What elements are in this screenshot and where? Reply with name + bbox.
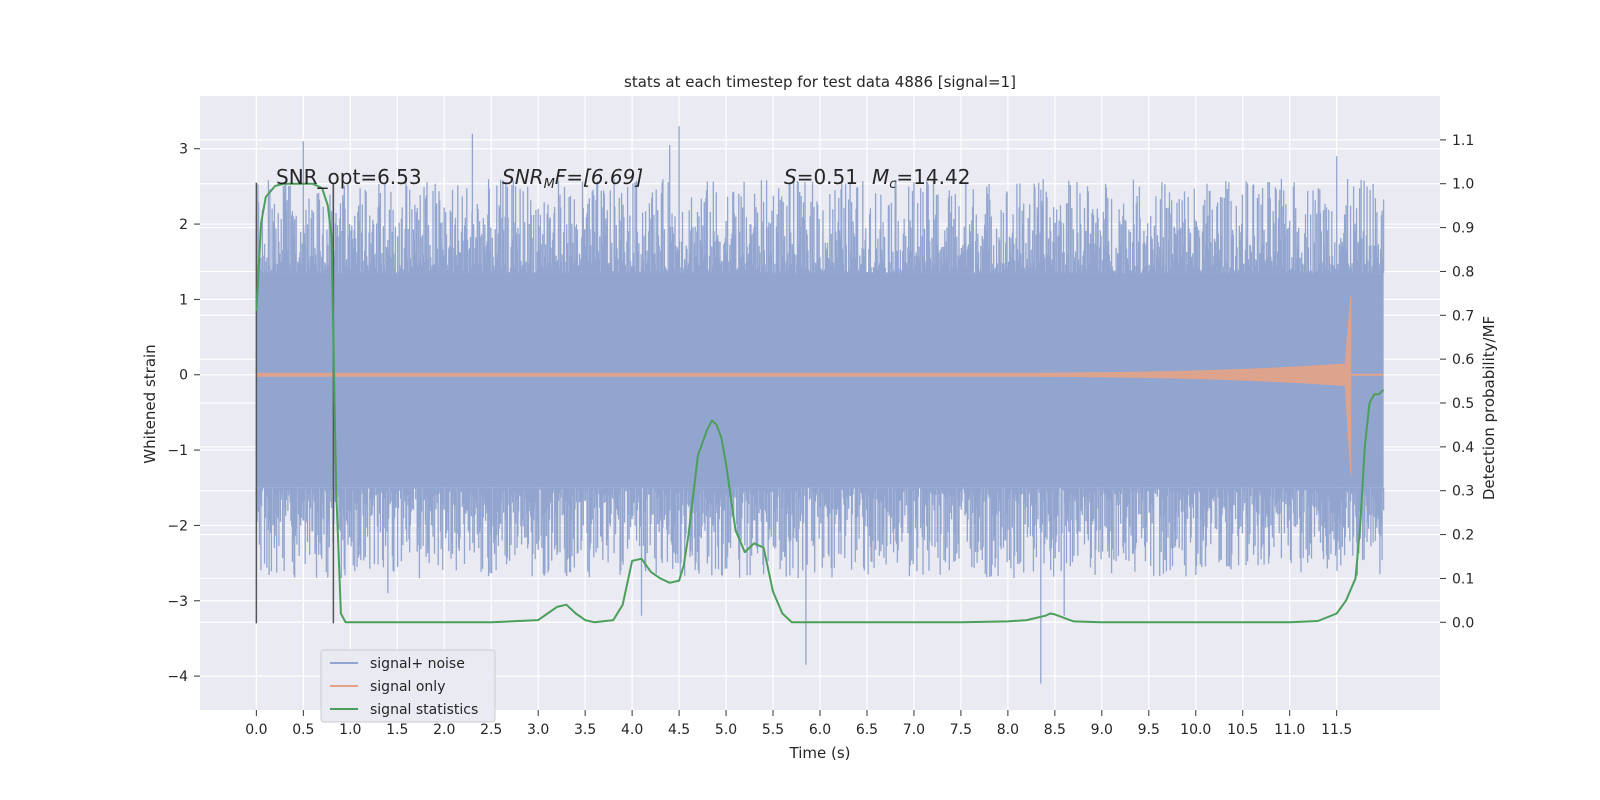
y-right-tick-label: 0.3: [1452, 484, 1474, 500]
y-tick-label: −2: [167, 518, 188, 534]
y-right-tick-label: 1.0: [1452, 177, 1474, 193]
signal-chirp: [255, 295, 1352, 477]
legend-label-signal-statistics: signal statistics: [370, 702, 478, 718]
signal-statistics-line: [255, 182, 1385, 624]
y-tick-label: 2: [179, 217, 188, 233]
x-tick-label: 8.0: [997, 722, 1019, 738]
y-right-tick-label: 0.4: [1452, 440, 1474, 456]
x-tick-label: 7.0: [903, 722, 925, 738]
y-right-tick-label: 0.0: [1452, 615, 1474, 631]
y-axis-ticks: 3 2 1 0 −1 −2 −3 −4: [167, 142, 200, 685]
y-tick-label: 1: [179, 292, 188, 308]
x-axis-label: Time (s): [789, 744, 851, 762]
signal-plus-noise-series: [255, 126, 1385, 684]
window-markers: [255, 182, 335, 624]
x-tick-label: 6.5: [856, 722, 878, 738]
annotation-s-mc: S=0.51 Mc=14.42: [784, 165, 970, 192]
x-tick-label: 9.0: [1091, 722, 1113, 738]
legend-box: [320, 649, 496, 723]
y-tick-label: 0: [179, 368, 188, 384]
x-tick-label: 2.0: [433, 722, 455, 738]
legend: signal+ noise signal only signal statist…: [320, 649, 496, 723]
annotation-snr-opt: SNR_opt=6.53: [276, 165, 422, 189]
signal-only-series: [255, 295, 1384, 477]
x-tick-label: 11.5: [1321, 722, 1352, 738]
annotation-snr-mf: SNRMF=[6.69]: [502, 165, 643, 192]
legend-label-signal-only: signal only: [370, 679, 445, 695]
x-tick-label: 9.5: [1138, 722, 1160, 738]
x-tick-label: 1.0: [339, 722, 361, 738]
y-tick-label: −1: [167, 443, 188, 459]
y-axis-right-ticks: 1.1 1.0 0.9 0.8 0.7 0.6 0.5 0.4 0.3 0.2 0.1 0.0: [1440, 133, 1474, 631]
x-axis-ticks: 0.0 0.5 1.0 1.5 2.0 2.5 3.0 3.5 4.0 4.5 5.0 5.5 6.0 6…: [245, 710, 1352, 738]
y-right-tick-label: 0.5: [1452, 396, 1474, 412]
x-tick-label: 4.0: [621, 722, 643, 738]
x-tick-label: 11.0: [1274, 722, 1305, 738]
x-tick-label: 1.5: [386, 722, 408, 738]
x-tick-label: 8.5: [1044, 722, 1066, 738]
y-right-tick-label: 0.7: [1452, 308, 1474, 324]
x-tick-label: 10.0: [1180, 722, 1211, 738]
y-right-tick-label: 0.8: [1452, 264, 1474, 280]
noise-core-band: [256, 273, 1384, 488]
y-tick-label: −3: [167, 594, 188, 610]
y-right-tick-label: 0.1: [1452, 571, 1474, 587]
x-tick-label: 2.5: [480, 722, 502, 738]
y-axis-label: Whitened strain: [141, 344, 159, 463]
y-right-tick-label: 0.2: [1452, 528, 1474, 544]
x-tick-label: 10.5: [1227, 722, 1258, 738]
x-tick-label: 5.0: [715, 722, 737, 738]
x-tick-label: 0.5: [292, 722, 314, 738]
x-tick-label: 7.5: [950, 722, 972, 738]
y-right-tick-label: 1.1: [1452, 133, 1474, 149]
x-tick-label: 5.5: [762, 722, 784, 738]
chart-title: stats at each timestep for test data 488…: [624, 73, 1016, 91]
x-tick-label: 3.0: [527, 722, 549, 738]
signal-statistics-series: [255, 182, 1385, 624]
x-tick-label: 4.5: [668, 722, 690, 738]
y-axis-right-label: Detection probability/MF: [1480, 316, 1498, 500]
legend-label-signal-plus-noise: signal+ noise: [370, 656, 465, 672]
y-tick-label: −4: [167, 669, 188, 685]
x-tick-label: 0.0: [245, 722, 267, 738]
x-tick-label: 3.5: [574, 722, 596, 738]
y-right-tick-label: 0.9: [1452, 221, 1474, 237]
x-tick-label: 6.0: [809, 722, 831, 738]
y-tick-label: 3: [179, 142, 188, 158]
y-right-tick-label: 0.6: [1452, 352, 1474, 368]
